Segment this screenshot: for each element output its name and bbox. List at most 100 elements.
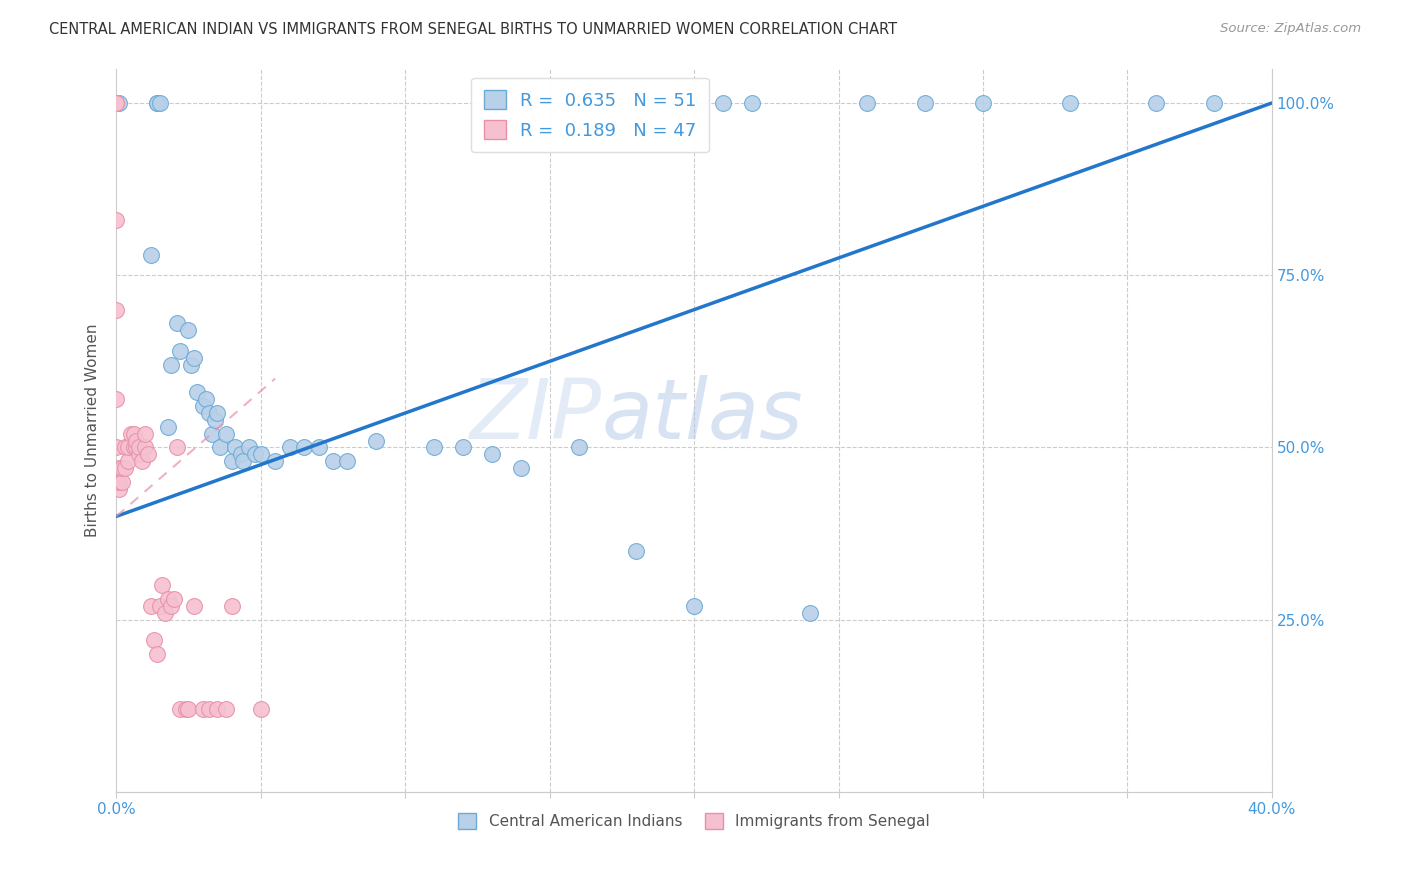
- Point: [856, 95, 879, 110]
- Point: [169, 702, 191, 716]
- Point: [105, 302, 128, 317]
- Point: [163, 592, 186, 607]
- Point: [972, 95, 994, 110]
- Point: [177, 323, 200, 337]
- Point: [108, 95, 131, 110]
- Point: [207, 702, 229, 716]
- Point: [108, 475, 131, 489]
- Text: ZIP: ZIP: [470, 376, 602, 457]
- Point: [114, 441, 136, 455]
- Point: [120, 426, 142, 441]
- Point: [157, 592, 180, 607]
- Point: [117, 441, 139, 455]
- Point: [114, 461, 136, 475]
- Point: [567, 441, 589, 455]
- Point: [134, 426, 156, 441]
- Point: [117, 454, 139, 468]
- Point: [111, 475, 134, 489]
- Point: [111, 461, 134, 475]
- Point: [799, 606, 821, 620]
- Point: [169, 344, 191, 359]
- Point: [105, 213, 128, 227]
- Point: [249, 702, 271, 716]
- Point: [157, 419, 180, 434]
- Point: [166, 317, 188, 331]
- Point: [122, 426, 145, 441]
- Point: [166, 441, 188, 455]
- Point: [142, 633, 165, 648]
- Point: [221, 599, 243, 613]
- Point: [149, 599, 172, 613]
- Point: [292, 441, 315, 455]
- Point: [914, 95, 936, 110]
- Point: [131, 454, 153, 468]
- Point: [145, 95, 167, 110]
- Point: [215, 426, 238, 441]
- Point: [105, 95, 128, 110]
- Point: [1059, 95, 1081, 110]
- Point: [186, 385, 208, 400]
- Point: [221, 454, 243, 468]
- Point: [191, 399, 214, 413]
- Point: [128, 441, 150, 455]
- Point: [160, 599, 183, 613]
- Point: [683, 599, 706, 613]
- Point: [224, 441, 246, 455]
- Point: [149, 95, 172, 110]
- Point: [174, 702, 197, 716]
- Point: [201, 426, 224, 441]
- Point: [238, 441, 260, 455]
- Point: [366, 434, 388, 448]
- Point: [423, 441, 446, 455]
- Y-axis label: Births to Unmarried Women: Births to Unmarried Women: [86, 324, 100, 537]
- Point: [249, 447, 271, 461]
- Point: [105, 475, 128, 489]
- Point: [336, 454, 359, 468]
- Point: [451, 441, 474, 455]
- Point: [105, 441, 128, 455]
- Point: [136, 447, 159, 461]
- Point: [105, 392, 128, 407]
- Text: CENTRAL AMERICAN INDIAN VS IMMIGRANTS FROM SENEGAL BIRTHS TO UNMARRIED WOMEN COR: CENTRAL AMERICAN INDIAN VS IMMIGRANTS FR…: [49, 22, 897, 37]
- Point: [264, 454, 287, 468]
- Point: [481, 447, 503, 461]
- Point: [108, 482, 131, 496]
- Point: [232, 454, 254, 468]
- Point: [194, 392, 217, 407]
- Point: [1204, 95, 1226, 110]
- Point: [155, 606, 177, 620]
- Point: [711, 95, 734, 110]
- Point: [128, 447, 150, 461]
- Point: [741, 95, 763, 110]
- Point: [180, 358, 202, 372]
- Point: [160, 358, 183, 372]
- Point: [204, 413, 226, 427]
- Point: [152, 578, 174, 592]
- Legend: Central American Indians, Immigrants from Senegal: Central American Indians, Immigrants fro…: [451, 806, 936, 835]
- Point: [1144, 95, 1167, 110]
- Point: [125, 434, 148, 448]
- Point: [183, 599, 205, 613]
- Point: [322, 454, 344, 468]
- Point: [191, 702, 214, 716]
- Point: [207, 406, 229, 420]
- Point: [243, 447, 266, 461]
- Point: [145, 647, 167, 661]
- Point: [215, 702, 238, 716]
- Point: [183, 351, 205, 365]
- Point: [626, 544, 648, 558]
- Point: [125, 441, 148, 455]
- Point: [197, 406, 219, 420]
- Point: [134, 441, 156, 455]
- Point: [145, 95, 167, 110]
- Point: [229, 447, 252, 461]
- Point: [139, 247, 162, 261]
- Point: [509, 461, 531, 475]
- Point: [278, 441, 301, 455]
- Text: Source: ZipAtlas.com: Source: ZipAtlas.com: [1220, 22, 1361, 36]
- Point: [308, 441, 330, 455]
- Point: [108, 461, 131, 475]
- Point: [197, 702, 219, 716]
- Text: atlas: atlas: [602, 376, 803, 457]
- Point: [139, 599, 162, 613]
